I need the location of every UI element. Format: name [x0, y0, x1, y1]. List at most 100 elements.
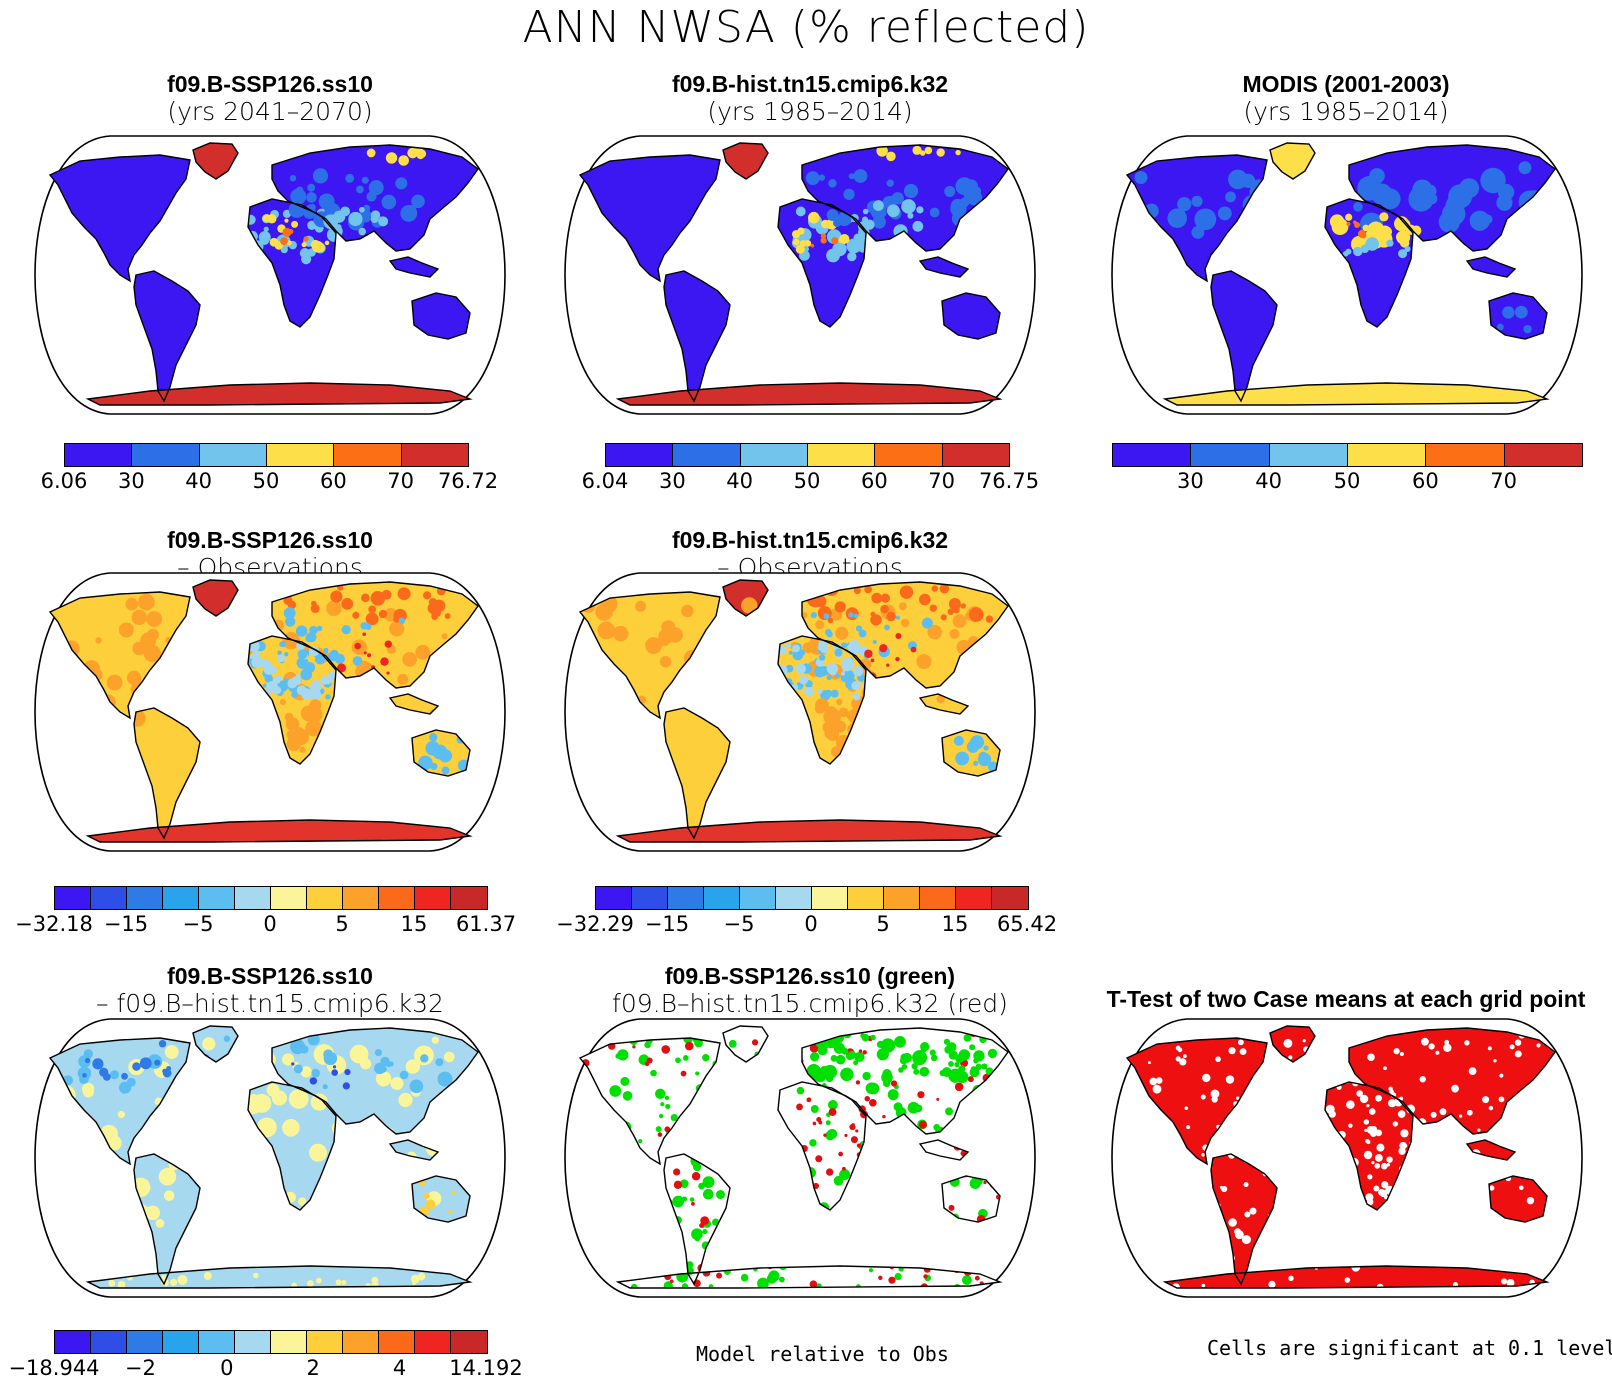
- land-australia: [942, 293, 1000, 339]
- field-cell: [740, 1273, 749, 1282]
- field-cell: [841, 1166, 846, 1171]
- field-cell: [318, 193, 335, 210]
- colorbar-tick-label: 15: [941, 912, 969, 936]
- field-cell: [423, 1192, 430, 1199]
- field-cell: [286, 240, 292, 246]
- colorbar-panel-4: −32.18 −15 −5 0 5 15 61.37: [15, 886, 516, 942]
- coastline-samerica: [1210, 1153, 1278, 1286]
- map-panel-6: [10, 1018, 530, 1298]
- colorbar-swatch: [54, 886, 92, 910]
- panel-1-case-name: f09.B-SSP126.ss10: [167, 71, 373, 97]
- field-cell: [912, 220, 924, 232]
- field-cell: [1191, 195, 1203, 207]
- field-cell: [1496, 194, 1513, 211]
- field-cell: [664, 1095, 670, 1101]
- colorbar-swatch: [306, 1330, 344, 1354]
- panel-1-years: (yrs 2041–2070): [167, 97, 373, 126]
- field-cell: [691, 1201, 695, 1206]
- field-cell: [1167, 208, 1188, 228]
- field-cell: [952, 614, 967, 629]
- field-cell: [844, 1133, 848, 1138]
- field-cell: [916, 654, 932, 670]
- field-cell: [806, 1097, 812, 1103]
- coastline-samerica: [133, 1153, 201, 1286]
- field-cell: [390, 1077, 404, 1091]
- coastline-australia: [411, 729, 471, 777]
- colorbar-tick-label: 70: [387, 469, 415, 493]
- field-cell: [831, 237, 839, 245]
- field-cell: [1374, 1154, 1383, 1162]
- field-cell: [291, 675, 302, 686]
- field-cell: [837, 211, 852, 227]
- colorbar-swatch: [955, 886, 993, 910]
- field-cell: [617, 1049, 629, 1061]
- field-cell: [665, 1103, 671, 1110]
- field-cell: [630, 1283, 638, 1288]
- field-cell: [1386, 239, 1394, 247]
- field-cell: [1419, 1076, 1426, 1083]
- field-cell: [826, 662, 839, 675]
- field-cell: [1202, 1073, 1211, 1083]
- field-cell: [358, 206, 365, 213]
- field-cell: [657, 1132, 663, 1137]
- field-cell: [126, 670, 142, 685]
- field-cell: [285, 717, 300, 731]
- colorbar-tick-label: 30: [1176, 469, 1204, 493]
- field-cell: [1397, 1110, 1406, 1118]
- map-panel-8: [1087, 1018, 1607, 1298]
- coastline-samerica: [1210, 270, 1278, 403]
- field-cell: [306, 1280, 314, 1287]
- field-cell: [848, 643, 860, 655]
- field-cell: [944, 185, 956, 197]
- field-cell: [947, 608, 954, 615]
- field-cell: [1345, 248, 1352, 255]
- coastline-namerica: [578, 1037, 721, 1166]
- field-cell: [853, 233, 863, 243]
- field-cell: [1353, 246, 1363, 257]
- colorbar-swatch: [306, 886, 344, 910]
- coastline-antarctica: [615, 1265, 1003, 1289]
- field-cell: [895, 656, 900, 662]
- field-cell: [1404, 1144, 1408, 1148]
- colorbar-swatch: [198, 443, 268, 467]
- field-cell: [681, 1283, 689, 1288]
- map-panel-1: [10, 135, 530, 415]
- field-cell: [1363, 1150, 1373, 1160]
- field-cell: [1379, 1189, 1388, 1198]
- colorbar-swatch: [1190, 443, 1271, 467]
- field-cell: [1237, 1039, 1244, 1046]
- field-cell: [983, 1180, 987, 1185]
- field-cell: [1398, 1147, 1406, 1155]
- coastline-indonesia: [918, 256, 970, 278]
- coastline-africa: [247, 635, 337, 765]
- field-cell: [1175, 1056, 1181, 1062]
- field-cell: [379, 1065, 387, 1073]
- field-cell: [818, 654, 826, 661]
- field-cell: [954, 1082, 964, 1092]
- field-cell: [827, 617, 834, 624]
- panel-2-case-name: f09.B-hist.tn15.cmip6.k32: [671, 71, 949, 97]
- field-cell: [1400, 1129, 1409, 1138]
- colorbar-panel-2: 6.04 30 40 50 60 70 76.75: [582, 443, 1039, 499]
- field-cell: [1134, 171, 1148, 185]
- panel-7-subtitle: f09.B–hist.tn15.cmip6.k32 (red): [612, 989, 1008, 1018]
- field-cell: [1399, 1096, 1404, 1101]
- land-greenland: [1270, 143, 1315, 179]
- field-cell: [287, 600, 297, 610]
- field-cell: [886, 179, 894, 187]
- field-cell: [691, 1172, 701, 1181]
- panel-4-title: f09.B-SSP126.ss10 – Observations: [0, 526, 540, 582]
- field-cell: [792, 649, 804, 661]
- field-cell: [1362, 224, 1370, 232]
- coastline-eurasia: [801, 1027, 1009, 1135]
- field-cell: [862, 1034, 869, 1041]
- field-cell: [1363, 1119, 1370, 1125]
- field-cell: [833, 1042, 846, 1054]
- field-cell: [310, 1093, 328, 1111]
- land-eurasia: [272, 582, 478, 688]
- field-cell: [971, 186, 982, 197]
- field-cell: [1236, 1096, 1240, 1100]
- field-cell: [1412, 179, 1433, 200]
- field-cell: [132, 641, 146, 656]
- panel-5-case-name: f09.B-hist.tn15.cmip6.k32: [671, 527, 949, 553]
